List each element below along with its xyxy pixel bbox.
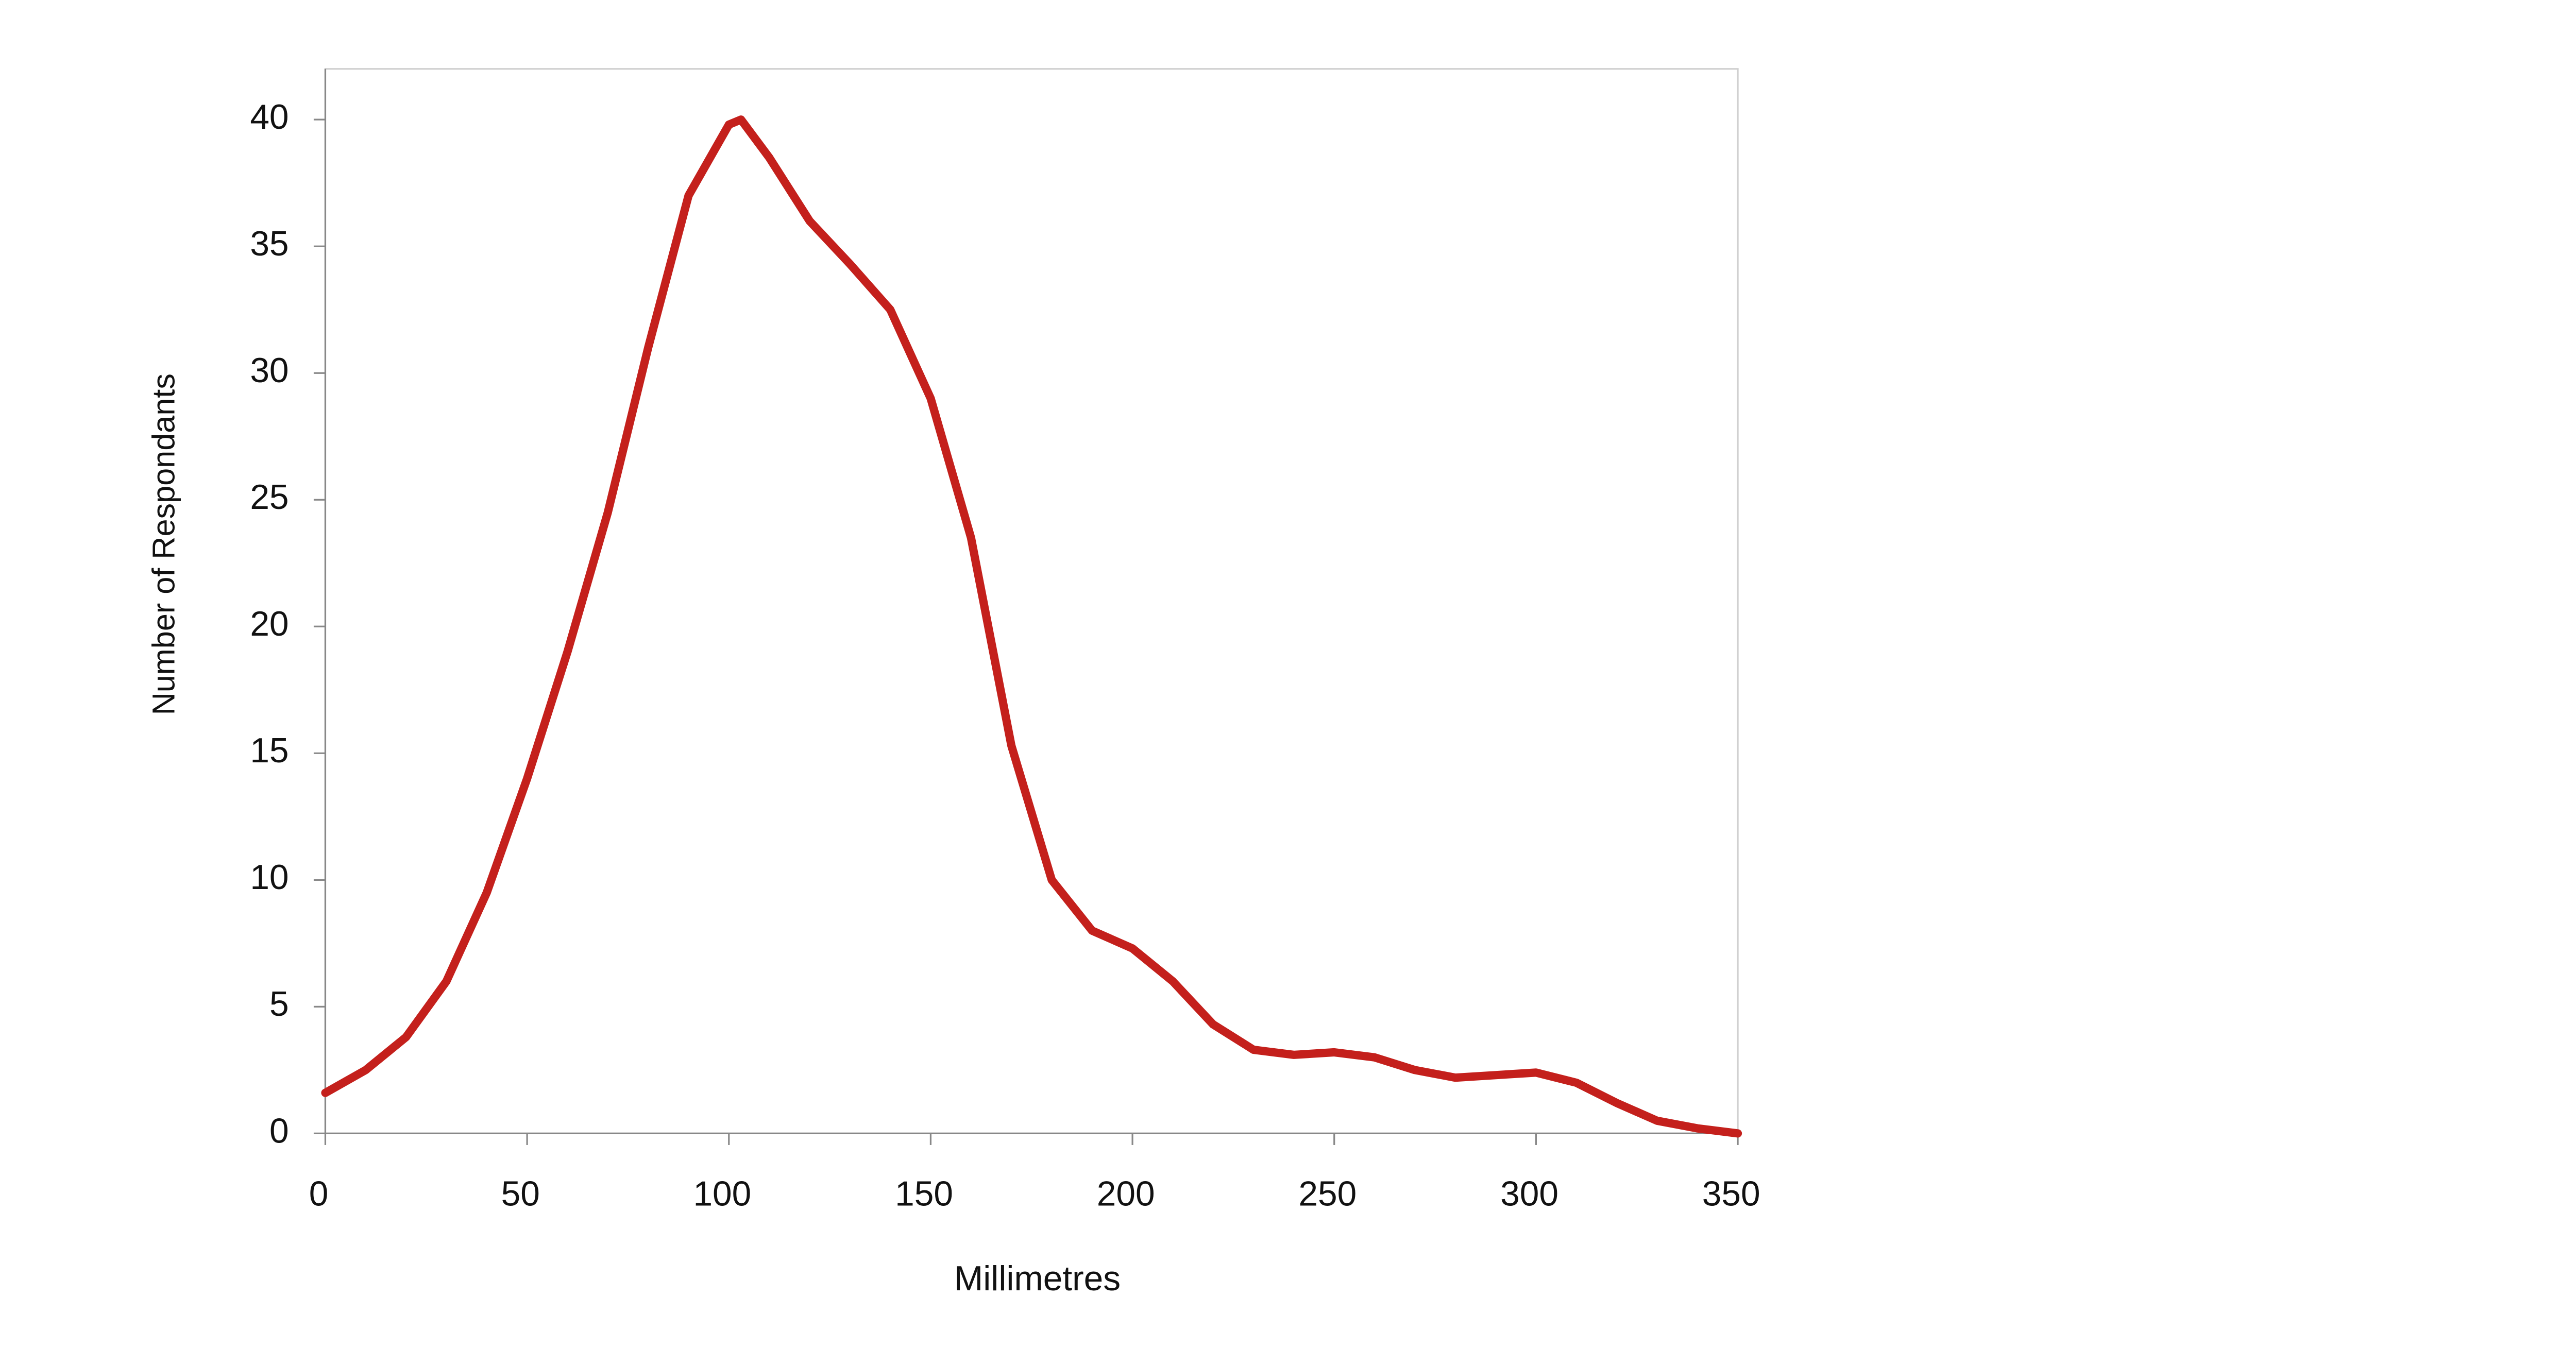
y-tick-label: 35 [250,225,289,263]
y-tick-label: 10 [250,858,289,897]
x-tick-label: 100 [693,1175,751,1214]
y-tick-label: 5 [269,985,289,1023]
y-axis-label: Number of Respondants [146,373,181,715]
x-tick-label: 0 [309,1175,329,1214]
x-tick-label: 150 [895,1175,953,1214]
x-tick-label: 250 [1298,1175,1357,1214]
y-tick-label: 20 [250,605,289,643]
y-tick-label: 40 [250,98,289,136]
line-series [321,115,1742,1138]
y-tick-label: 30 [250,351,289,390]
x-tick-label: 300 [1500,1175,1558,1214]
y-tick-label: 25 [250,478,289,517]
y-tick-label: 15 [250,731,289,770]
y-tick-label: 0 [269,1112,289,1150]
plot-area [324,68,1739,1135]
x-tick-label: 200 [1097,1175,1155,1214]
x-tick-label: 350 [1702,1175,1760,1214]
x-axis-label: Millimetres [954,1259,1121,1298]
x-tick-label: 50 [501,1175,540,1214]
